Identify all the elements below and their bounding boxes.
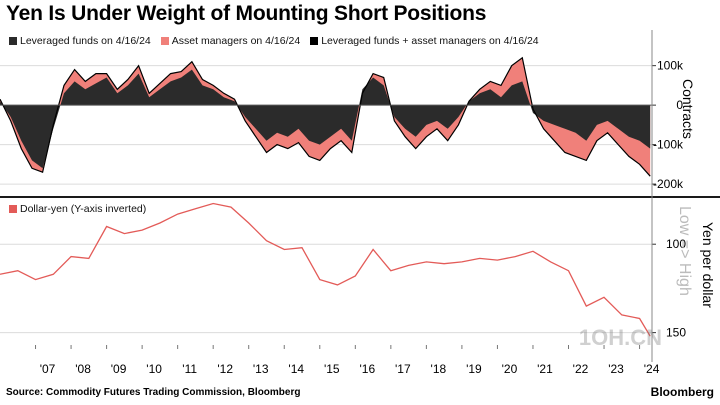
- x-tick-label: '23: [608, 362, 624, 376]
- legend-label: Dollar-yen (Y-axis inverted): [20, 203, 147, 215]
- legend-asset-managers: Asset managers on 4/16/24: [160, 35, 301, 47]
- top-legend: Leveraged funds on 4/16/24 Asset manager…: [6, 34, 542, 48]
- bottom-legend: Dollar-yen (Y-axis inverted): [6, 202, 150, 216]
- series-leveraged-funds-area: [0, 69, 651, 169]
- legend-label: Leveraged funds on 4/16/24: [20, 35, 151, 47]
- y-tick-label: -200k: [653, 177, 684, 191]
- legend-combined: Leveraged funds + asset managers on 4/16…: [310, 35, 539, 47]
- y-tick-label: -100k: [653, 138, 684, 152]
- series-dollar-yen-line: [0, 202, 651, 337]
- x-tick-label: '08: [75, 362, 91, 376]
- x-tick-label: '22: [573, 362, 589, 376]
- x-tick-label: '21: [537, 362, 553, 376]
- watermark: 1OH.CN: [578, 325, 662, 350]
- x-tick-label: '16: [359, 362, 375, 376]
- x-axis: '07 '08 '09 '10 '11 '12 '13 '14 '15 '16 '17 '18 '19 '…: [35, 30, 660, 376]
- legend-label: Asset managers on 4/16/24: [171, 35, 301, 47]
- y-tick-label: 100k: [657, 59, 684, 73]
- bottom-panel-series: [0, 202, 651, 337]
- x-tick-label: '13: [253, 362, 269, 376]
- x-tick-label: '10: [146, 362, 162, 376]
- x-tick-label: '18: [431, 362, 447, 376]
- series-combined-line: [0, 56, 651, 177]
- x-tick-label: '07: [40, 362, 56, 376]
- legend-label: Leveraged funds + asset managers on 4/16…: [321, 35, 539, 47]
- source-note: Source: Commodity Futures Trading Commis…: [6, 387, 301, 398]
- brand-logo: Bloomberg: [650, 385, 714, 399]
- x-tick-label: '20: [502, 362, 518, 376]
- legend-swatch: [9, 37, 17, 45]
- x-tick-label: '14: [288, 362, 304, 376]
- chart-title: Yen Is Under Weight of Mounting Short Po…: [6, 2, 487, 25]
- legend-swatch: [310, 37, 319, 45]
- y-tick-label: 0: [676, 98, 683, 112]
- x-tick-label: '17: [395, 362, 411, 376]
- x-tick-label: '11: [182, 362, 197, 376]
- x-tick-label: '19: [466, 362, 482, 376]
- x-tick-label: '12: [217, 362, 233, 376]
- y-tick-label: 100: [666, 237, 686, 251]
- top-y-axis-label: Contracts: [680, 79, 696, 139]
- legend-leveraged: Leveraged funds on 4/16/24: [9, 35, 151, 47]
- legend-dollar-yen: Dollar-yen (Y-axis inverted): [9, 203, 146, 215]
- x-tick-label: '15: [324, 362, 340, 376]
- top-panel-series: [0, 56, 651, 177]
- bottom-y-axis-label: Yen per dollar: [700, 222, 716, 308]
- x-tick-label: '24: [644, 362, 660, 376]
- legend-swatch: [9, 205, 17, 213]
- legend-swatch: [160, 37, 169, 45]
- x-tick-label: '09: [111, 362, 127, 376]
- bottom-panel-gridlines: [0, 243, 652, 334]
- top-panel-y-ticks: 100k 0 -100k -200k: [652, 59, 684, 191]
- axis-direction-annotation: Low => High: [676, 206, 693, 296]
- bottom-panel-y-ticks: 100 150: [652, 237, 686, 340]
- y-tick-label: 150: [666, 326, 686, 340]
